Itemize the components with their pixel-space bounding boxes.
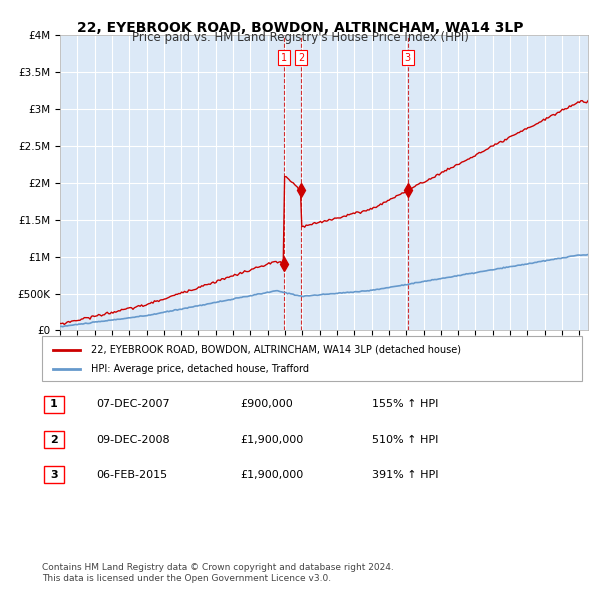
Text: 155% ↑ HPI: 155% ↑ HPI [372, 399, 439, 409]
Text: £1,900,000: £1,900,000 [240, 470, 303, 480]
Text: 1: 1 [281, 53, 287, 63]
Text: 391% ↑ HPI: 391% ↑ HPI [372, 470, 439, 480]
Text: Contains HM Land Registry data © Crown copyright and database right 2024.
This d: Contains HM Land Registry data © Crown c… [42, 563, 394, 583]
Text: 07-DEC-2007: 07-DEC-2007 [96, 399, 170, 409]
Text: 3: 3 [50, 470, 58, 480]
Text: 1: 1 [50, 399, 58, 409]
FancyBboxPatch shape [44, 467, 64, 483]
FancyBboxPatch shape [44, 431, 64, 448]
Text: HPI: Average price, detached house, Trafford: HPI: Average price, detached house, Traf… [91, 365, 308, 375]
Text: £1,900,000: £1,900,000 [240, 435, 303, 444]
FancyBboxPatch shape [44, 396, 64, 412]
Text: 2: 2 [298, 53, 304, 63]
Text: 3: 3 [405, 53, 411, 63]
Text: 22, EYEBROOK ROAD, BOWDON, ALTRINCHAM, WA14 3LP (detached house): 22, EYEBROOK ROAD, BOWDON, ALTRINCHAM, W… [91, 345, 461, 355]
Text: 510% ↑ HPI: 510% ↑ HPI [372, 435, 439, 444]
Text: £900,000: £900,000 [240, 399, 293, 409]
Text: 22, EYEBROOK ROAD, BOWDON, ALTRINCHAM, WA14 3LP: 22, EYEBROOK ROAD, BOWDON, ALTRINCHAM, W… [77, 21, 523, 35]
FancyBboxPatch shape [42, 336, 582, 381]
Text: 09-DEC-2008: 09-DEC-2008 [96, 435, 170, 444]
Text: Price paid vs. HM Land Registry's House Price Index (HPI): Price paid vs. HM Land Registry's House … [131, 31, 469, 44]
Text: 2: 2 [50, 435, 58, 444]
Text: 06-FEB-2015: 06-FEB-2015 [96, 470, 167, 480]
